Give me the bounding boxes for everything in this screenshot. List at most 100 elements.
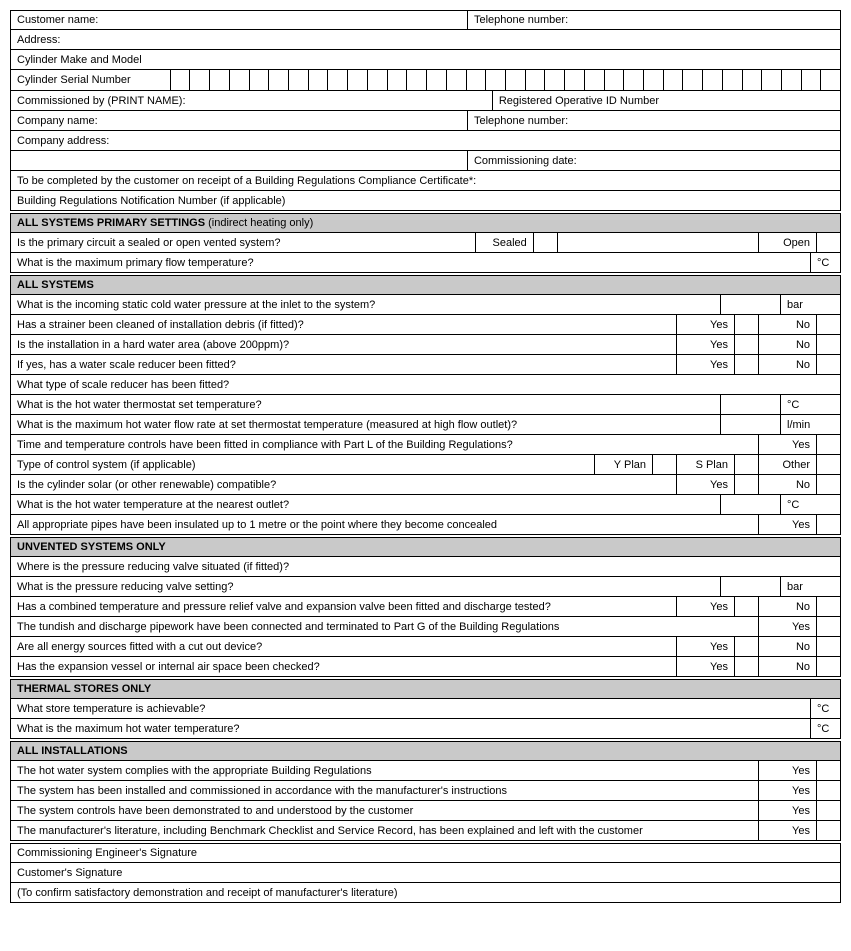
sig-confirm: (To confirm satisfactory demonstration a… [11,883,840,902]
serial-box[interactable] [564,70,584,90]
serial-box[interactable] [623,70,643,90]
serial-box[interactable] [367,70,387,90]
s2-q6: What is the hot water thermostat set tem… [11,395,720,414]
serial-box[interactable] [426,70,446,90]
s1-q1-sealed: Sealed [475,233,533,252]
s2-q8-yes-check[interactable] [816,435,840,454]
serial-box[interactable] [643,70,663,90]
serial-box[interactable] [781,70,801,90]
s2-q3: Is the installation in a hard water area… [11,335,676,354]
serial-box[interactable] [170,70,190,90]
serial-box[interactable] [209,70,229,90]
s3-q3-yes-check[interactable] [734,597,758,616]
s2-q2-yes-check[interactable] [734,315,758,334]
label-commissioning-date: Commissioning date: [467,151,840,170]
s1-q1-open-check[interactable] [816,233,840,252]
s2-q6-val[interactable] [720,395,780,414]
s2-q12-yes-check[interactable] [816,515,840,534]
row-s3-q3: Has a combined temperature and pressure … [10,597,841,617]
row-s1-q2: What is the maximum primary flow tempera… [10,253,841,273]
row-s3-q5: Are all energy sources fitted with a cut… [10,637,841,657]
serial-box[interactable] [820,70,840,90]
s2-q8-yes: Yes [758,435,816,454]
s2-q11-val[interactable] [720,495,780,514]
s2-q4-no: No [758,355,816,374]
s2-q9: Type of control system (if applicable) [11,455,594,474]
s3-q5-yes-check[interactable] [734,637,758,656]
s2-q9-yplan-check[interactable] [652,455,676,474]
s2-q7-val[interactable] [720,415,780,434]
serial-box[interactable] [682,70,702,90]
serial-box[interactable] [604,70,624,90]
serial-box[interactable] [801,70,821,90]
s3-q2-val[interactable] [720,577,780,596]
serial-box[interactable] [268,70,288,90]
serial-box[interactable] [189,70,209,90]
s2-q3-yes-check[interactable] [734,335,758,354]
label-cyl-serial: Cylinder Serial Number [11,70,151,90]
s5-q2-yes-check[interactable] [816,781,840,800]
serial-box[interactable] [249,70,269,90]
row-s2-q5: What type of scale reducer has been fitt… [10,375,841,395]
serial-box[interactable] [663,70,683,90]
s2-q4-yes: Yes [676,355,734,374]
serial-box[interactable] [722,70,742,90]
serial-box[interactable] [485,70,505,90]
row-s2-q4: If yes, has a water scale reducer been f… [10,355,841,375]
row-s4-q2: What is the maximum hot water temperatur… [10,719,841,739]
serial-box[interactable] [151,70,170,90]
s2-q10-yes-check[interactable] [734,475,758,494]
s3-q6-yes-check[interactable] [734,657,758,676]
serial-box[interactable] [525,70,545,90]
serial-box[interactable] [505,70,525,90]
s2-q4-no-check[interactable] [816,355,840,374]
s2-q10-no-check[interactable] [816,475,840,494]
s2-q9-splan-check[interactable] [734,455,758,474]
row-s3-q2: What is the pressure reducing valve sett… [10,577,841,597]
s3-q4-yes-check[interactable] [816,617,840,636]
row-s5-q1: The hot water system complies with the a… [10,761,841,781]
s2-q1-val[interactable] [720,295,780,314]
s2-q9-other-check[interactable] [816,455,840,474]
row-s4-q1: What store temperature is achievable? °C [10,699,841,719]
serial-box[interactable] [406,70,426,90]
row-cyl-serial: Cylinder Serial Number [10,70,841,91]
s3-q3-no-check[interactable] [816,597,840,616]
serial-box[interactable] [742,70,762,90]
serial-box[interactable] [229,70,249,90]
serial-box[interactable] [308,70,328,90]
serial-box[interactable] [288,70,308,90]
serial-box[interactable] [446,70,466,90]
serial-box[interactable] [702,70,722,90]
serial-box[interactable] [387,70,407,90]
s2-q2-no-check[interactable] [816,315,840,334]
serial-box[interactable] [466,70,486,90]
row-s3-q1: Where is the pressure reducing valve sit… [10,557,841,577]
s3-q5: Are all energy sources fitted with a cut… [11,637,676,656]
row-s2-q10: Is the cylinder solar (or other renewabl… [10,475,841,495]
s5-q4-yes-check[interactable] [816,821,840,840]
row-s2-q8: Time and temperature controls have been … [10,435,841,455]
s2-q3-yes: Yes [676,335,734,354]
s5-q3-yes-check[interactable] [816,801,840,820]
s3-q5-no-check[interactable] [816,637,840,656]
row-s1-q1: Is the primary circuit a sealed or open … [10,233,841,253]
row-sig-confirm: (To confirm satisfactory demonstration a… [10,883,841,903]
s5-q1-yes: Yes [758,761,816,780]
serial-box[interactable] [327,70,347,90]
serial-box[interactable] [584,70,604,90]
s3-q6-no-check[interactable] [816,657,840,676]
row-engineer-sig: Commissioning Engineer's Signature [10,843,841,863]
serial-box[interactable] [544,70,564,90]
s2-q2: Has a strainer been cleaned of installat… [11,315,676,334]
serial-boxes[interactable] [151,70,840,90]
s3-q3: Has a combined temperature and pressure … [11,597,676,616]
serial-box[interactable] [347,70,367,90]
s5-q1-yes-check[interactable] [816,761,840,780]
s1-q1-sealed-check[interactable] [533,233,557,252]
s2-q3-no-check[interactable] [816,335,840,354]
serial-box[interactable] [761,70,781,90]
s2-q4-yes-check[interactable] [734,355,758,374]
row-customer-sig: Customer's Signature [10,863,841,883]
commissioning-form: Customer name: Telephone number: Address… [10,10,841,903]
